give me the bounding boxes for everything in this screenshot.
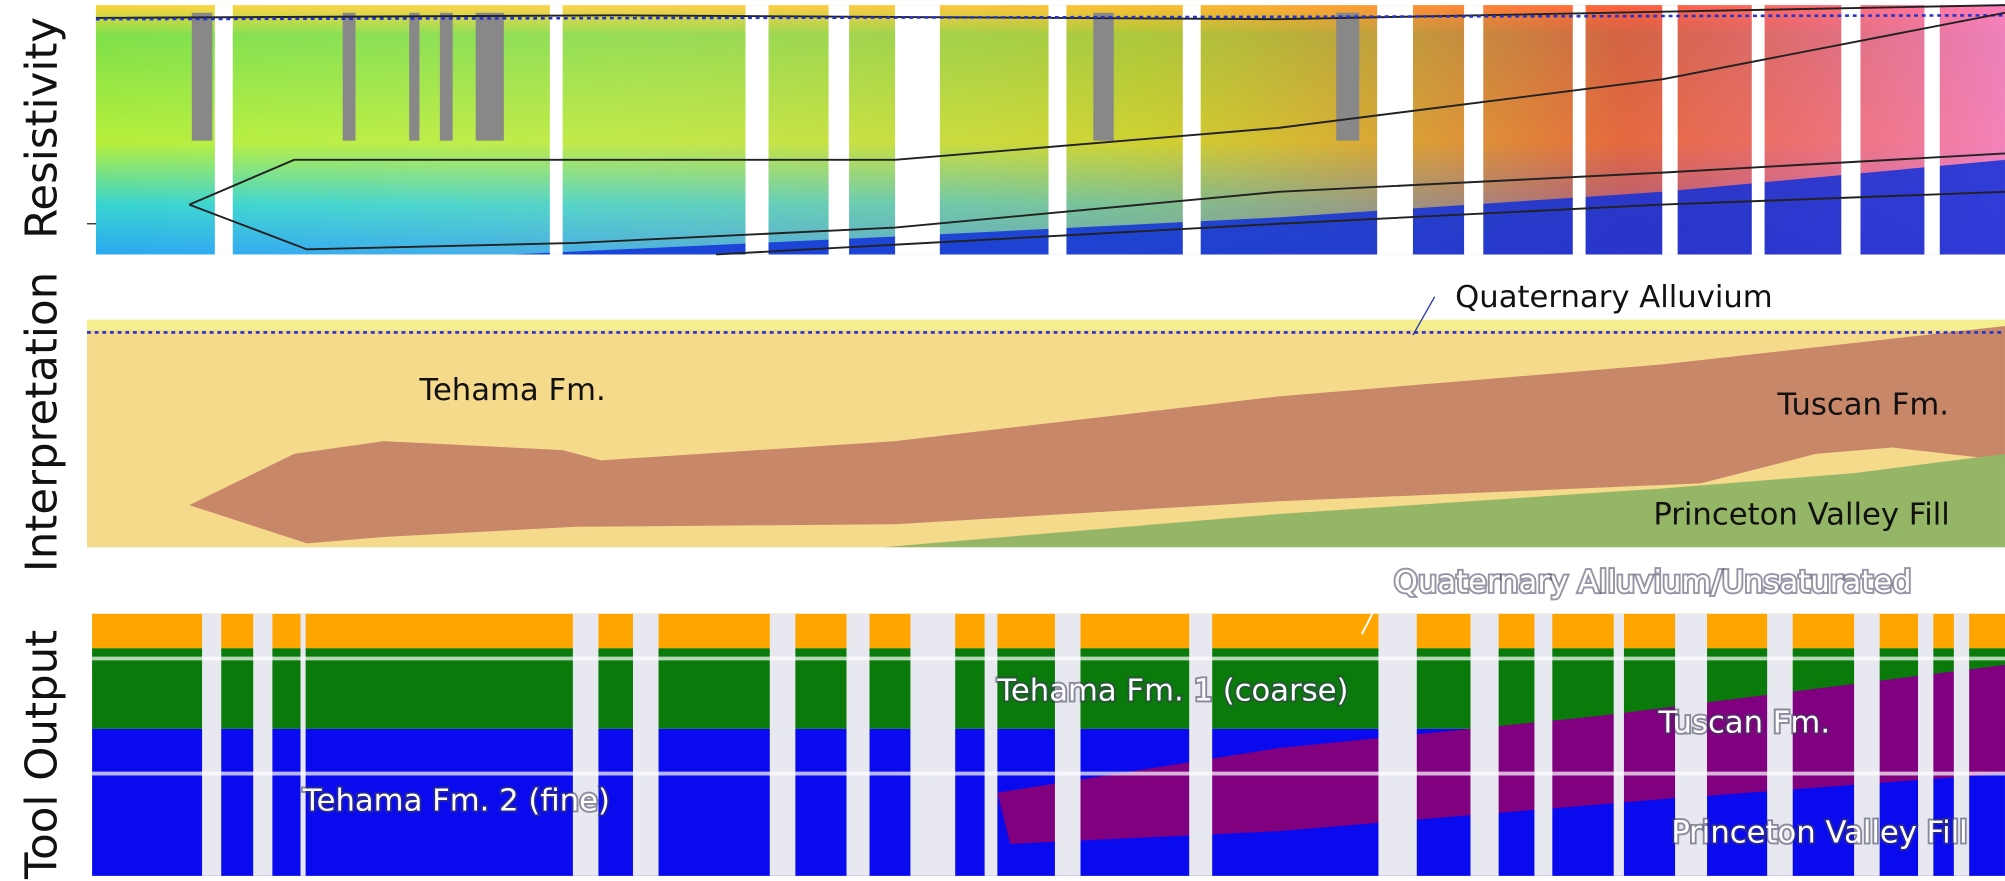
interpretation-panel: Quaternary Alluvium Tehama Fm. Tuscan Fm… (87, 280, 2005, 547)
page: {"panels": [ {"label": "Resistivity"}, {… (0, 0, 2005, 881)
panel-label: Resistivity (17, 17, 67, 239)
log-column (343, 13, 356, 141)
gap (985, 614, 998, 876)
panel-label: Interpretation (17, 272, 67, 572)
gap (550, 5, 563, 254)
gap (829, 5, 849, 254)
log-column (440, 13, 453, 141)
gap (895, 5, 940, 254)
log-column (476, 13, 504, 141)
gap (1614, 614, 1624, 876)
resistivity-panel (87, 5, 2005, 254)
gap (1752, 5, 1765, 254)
gap (1183, 5, 1201, 254)
annotation: Tehama Fm. (418, 373, 605, 408)
gap (1534, 614, 1552, 876)
gap (1049, 5, 1067, 254)
figure: Quaternary Alluvium Tehama Fm. Tuscan Fm… (0, 0, 2005, 881)
log-column (1093, 13, 1113, 141)
log-column (1336, 13, 1359, 141)
gap (1470, 614, 1498, 876)
annotation: Tuscan Fm. (1657, 706, 1830, 741)
gap (202, 614, 221, 876)
gap (1924, 5, 1939, 254)
tool-output-panel: Quaternary Alluvium/Unsaturated Tehama F… (92, 565, 2005, 876)
log-column (192, 13, 212, 141)
alluvium (92, 614, 2005, 649)
panel-label: Tool Output (17, 630, 67, 880)
annotation: Tehama Fm. 1 (coarse) (996, 674, 1348, 709)
gap (253, 614, 272, 876)
gap (1055, 614, 1081, 876)
gap (745, 5, 768, 254)
annotation: Tuscan Fm. (1776, 387, 1949, 422)
gap (847, 614, 870, 876)
annotation: Tehama Fm. 2 (fine) (302, 784, 610, 819)
gap (770, 614, 796, 876)
gap (1464, 5, 1483, 254)
gap (910, 614, 955, 876)
gap (1573, 5, 1586, 254)
annotation: Princeton Valley Fill (1653, 497, 1949, 532)
gap (301, 614, 306, 876)
gap (573, 614, 599, 876)
gap (633, 614, 659, 876)
gap (1662, 5, 1677, 254)
gap (1378, 614, 1416, 876)
alluvium (87, 320, 2005, 330)
annotation: Quaternary Alluvium (1455, 280, 1773, 315)
gap (1189, 614, 1212, 876)
log-column (409, 13, 419, 141)
annotation: Quaternary Alluvium/Unsaturated (1394, 565, 1912, 600)
annotation: Princeton Valley Fill (1671, 816, 1967, 851)
